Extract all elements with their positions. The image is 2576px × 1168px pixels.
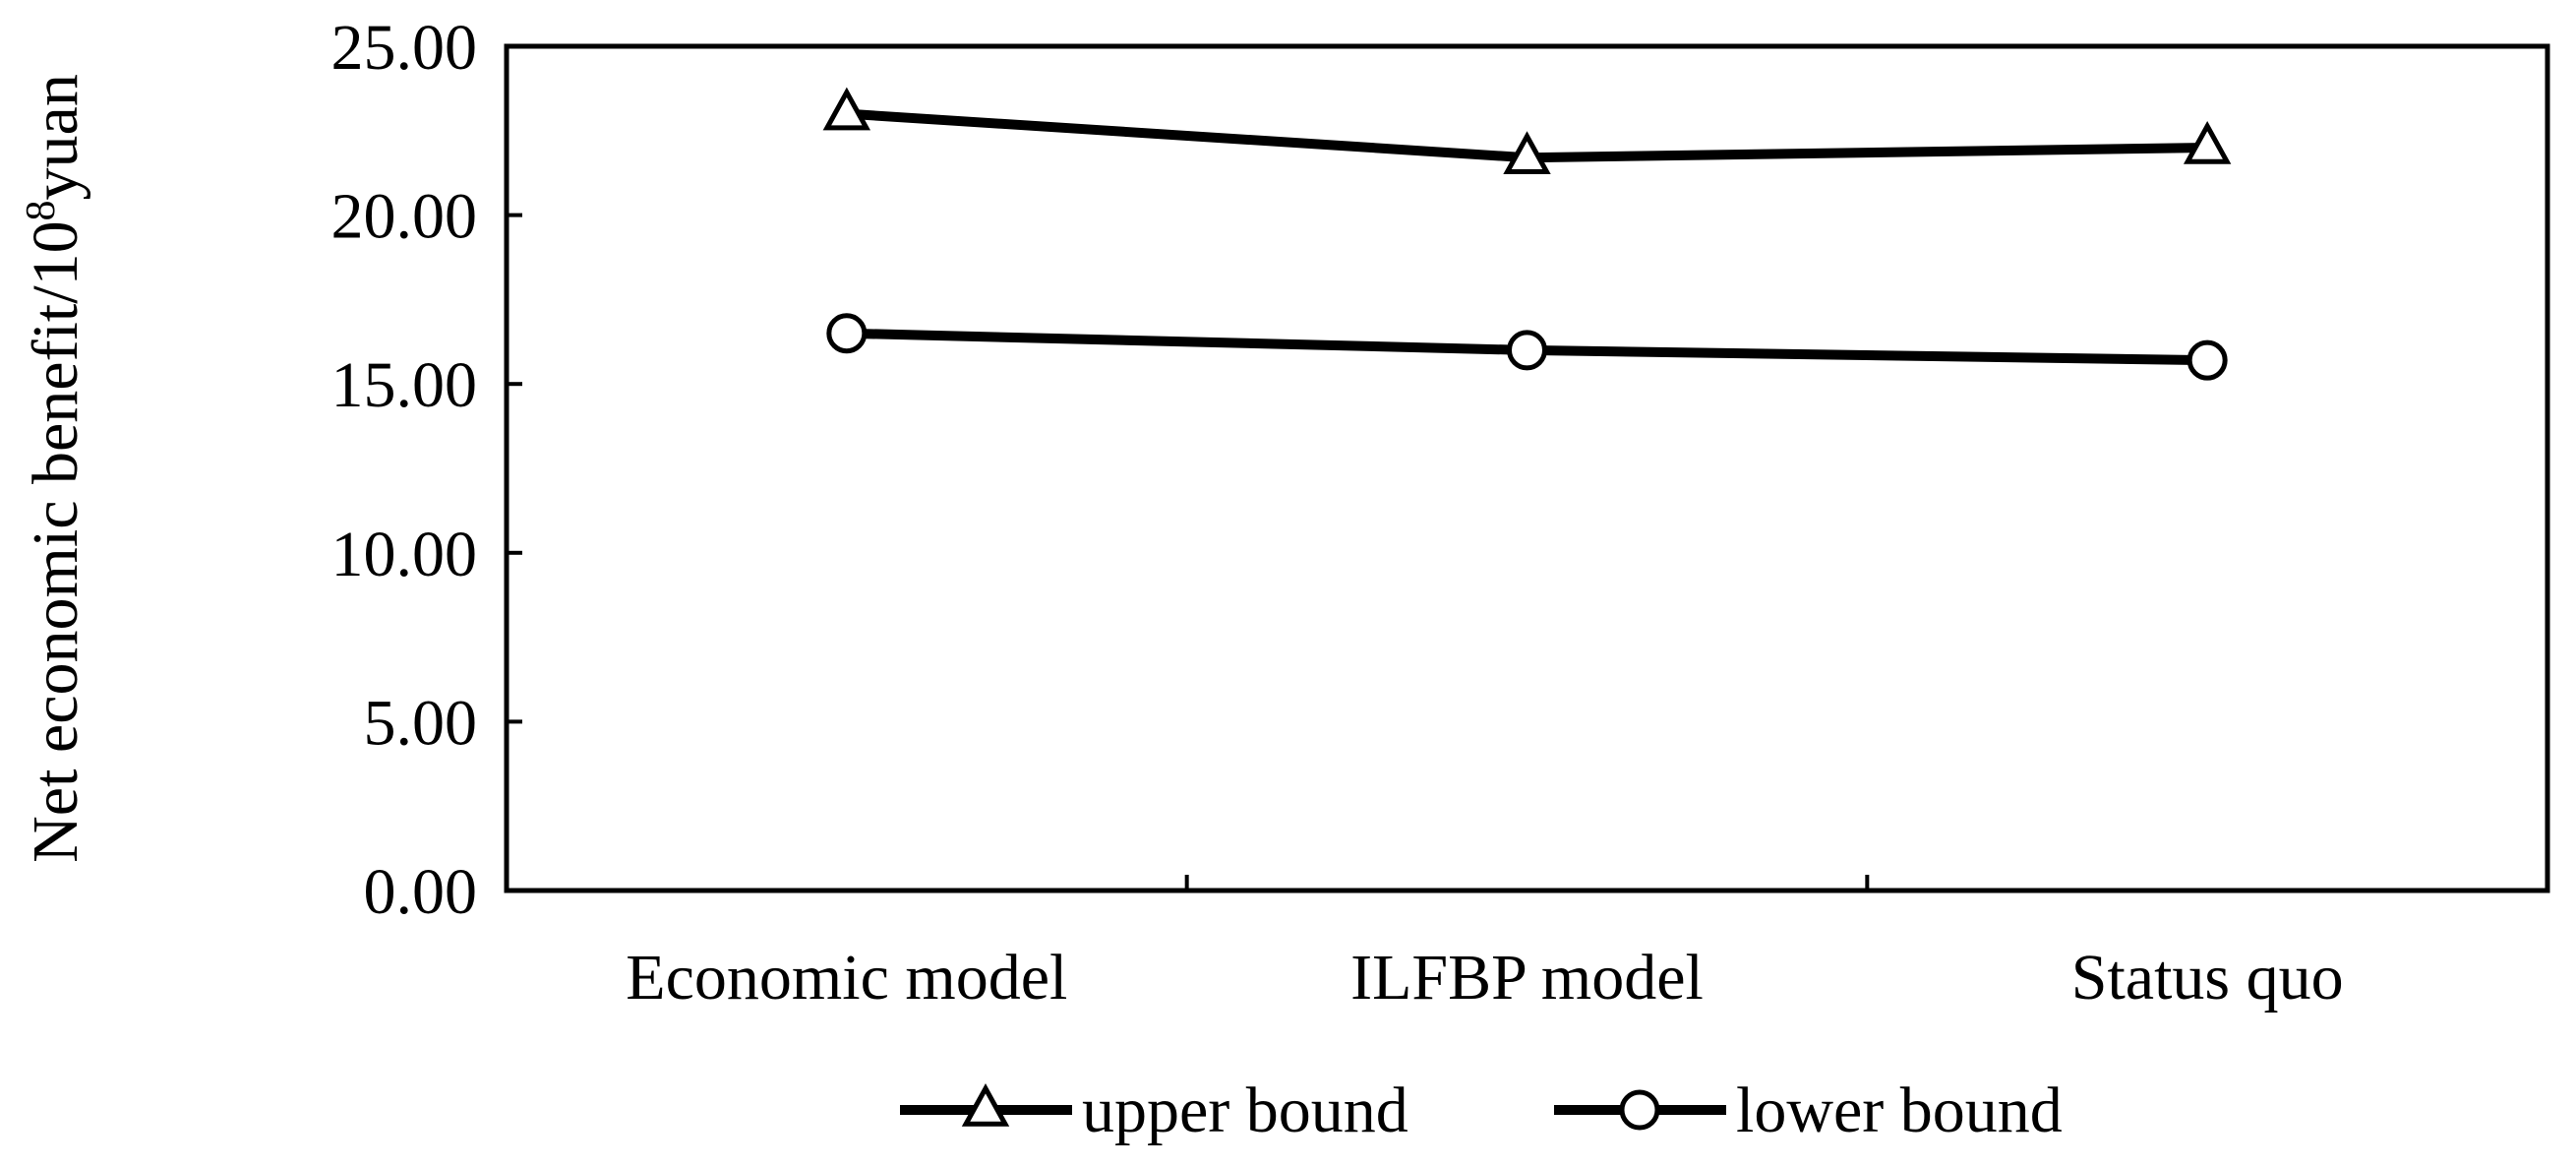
series-upper-bound (822, 87, 2232, 175)
x-category-label: Economic model (626, 942, 1067, 1014)
legend: upper bound lower bound (900, 1075, 2063, 1146)
plot-area (504, 43, 2550, 893)
y-tick-label: 20.00 (331, 181, 478, 253)
y-tick-label: 0.00 (364, 856, 478, 928)
y-tick-label: 10.00 (331, 519, 478, 590)
y-axis-title-main: Net economic benefit/10 (20, 220, 91, 862)
data-point-lower-bound (826, 313, 868, 354)
y-tick-label: 25.00 (331, 12, 478, 84)
legend-item-upper-bound: upper bound (900, 1075, 1408, 1146)
legend-marker-lower-bound (1619, 1089, 1660, 1131)
x-category-label: Status quo (2071, 942, 2344, 1014)
x-category-label: ILFBP model (1350, 942, 1704, 1014)
data-point-upper-bound (822, 87, 871, 131)
data-point-lower-bound (1507, 330, 1547, 371)
legend-item-lower-bound: lower bound (1554, 1075, 2063, 1146)
y-tick-label: 15.00 (331, 349, 478, 421)
data-point-upper-bound (2183, 120, 2232, 164)
y-axis-title-superscript: 8 (19, 200, 64, 220)
data-point-lower-bound (2187, 339, 2228, 381)
legend-marker-upper-bound (961, 1082, 1010, 1127)
y-tick-label: 5.00 (364, 687, 478, 759)
series-lower-bound (826, 313, 2228, 381)
legend-label-lower-bound: lower bound (1736, 1075, 2063, 1146)
legend-label-upper-bound: upper bound (1082, 1075, 1408, 1146)
data-point-upper-bound (1503, 131, 1551, 175)
y-axis-title-suffix: yuan (20, 74, 91, 200)
y-axis-title: Net economic benefit/108yuan (19, 74, 91, 863)
